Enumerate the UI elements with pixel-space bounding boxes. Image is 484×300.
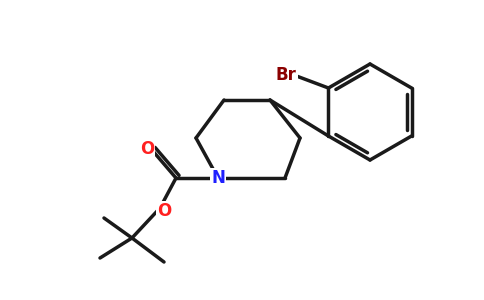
Text: N: N (211, 169, 225, 187)
Text: O: O (157, 202, 171, 220)
Text: O: O (140, 140, 154, 158)
Text: Br: Br (276, 66, 297, 84)
